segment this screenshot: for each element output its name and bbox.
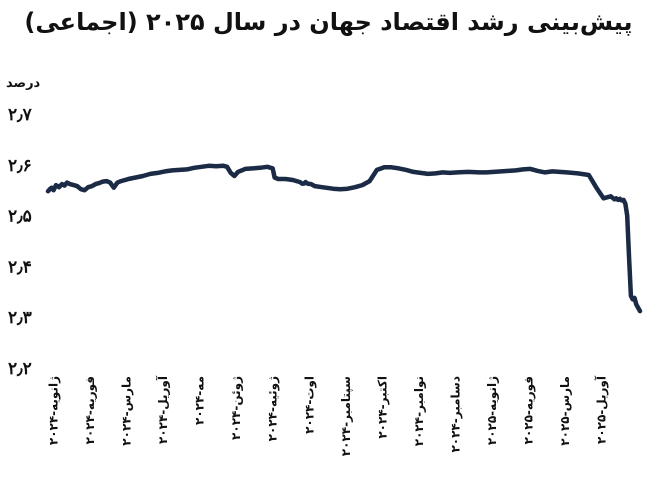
x-tick-label: فوریه-۲۰۲۵ [522,376,537,444]
x-tick-label: ژانویه-۲۰۲۵ [485,376,500,445]
x-tick-label: ژوئیه-۲۰۲۴ [266,376,281,441]
chart-title: پیش‌بینی رشد اقتصاد جهان در سال ۲۰۲۵ (اج… [24,8,633,36]
x-tick-label: مه-۲۰۲۴ [193,376,207,425]
y-axis-label: درصد [6,76,41,91]
y-tick-label: ۲٫۲ [8,359,32,379]
x-tick-label: فوریه-۲۰۲۴ [83,376,98,444]
x-tick-label: آوریل-۲۰۲۴ [155,375,171,444]
x-tick-label: مارس-۲۰۲۴ [120,376,134,446]
y-tick-label: ۲٫۷ [8,105,33,125]
y-tick-label: ۲٫۳ [8,308,32,328]
y-tick-label: ۲٫۴ [8,257,32,277]
y-tick-label: ۲٫۵ [8,207,32,227]
x-tick-label: دسامبر-۲۰۲۴ [448,376,462,453]
x-tick-label: سپتامبر-۲۰۲۴ [339,376,353,456]
x-tick-label: اکتبر-۲۰۲۴ [375,376,389,439]
x-axis-ticks: ژانویه-۲۰۲۴ فوریه-۲۰۲۴ مارس-۲۰۲۴ آوریل-۲۰۲۴… [46,375,609,456]
x-tick-label: آوریل-۲۰۲۵ [594,375,610,444]
series-line [45,163,643,314]
x-tick-label: اوت-۲۰۲۴ [302,376,317,434]
y-tick-label: ۲٫۶ [8,156,32,176]
y-axis-ticks: ۲٫۲ ۲٫۳ ۲٫۴ ۲٫۵ ۲٫۶ ۲٫۷ [8,105,33,379]
x-tick-label: ژوئن-۲۰۲۴ [229,376,244,440]
x-tick-label: نوامبر-۲۰۲۴ [412,376,427,446]
x-tick-label: ژانویه-۲۰۲۴ [46,376,61,445]
x-tick-label: مارس-۲۰۲۵ [558,376,572,446]
